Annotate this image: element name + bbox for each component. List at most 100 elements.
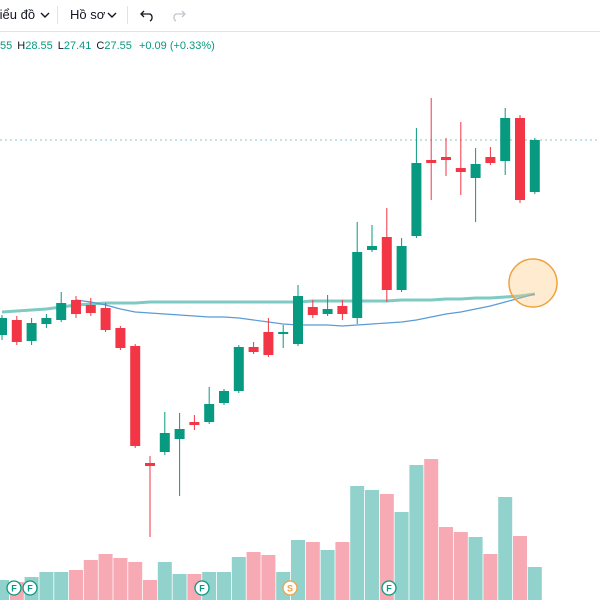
candle-body xyxy=(219,391,229,403)
candle-body xyxy=(307,307,318,315)
volume-bar xyxy=(83,560,98,600)
event-badge xyxy=(282,580,298,596)
volume-bar xyxy=(172,574,187,600)
volume-bar xyxy=(261,555,276,600)
volume-bar xyxy=(69,570,83,600)
volume-bar xyxy=(498,497,513,600)
volume-bar xyxy=(157,562,172,600)
change-value: +0.09 (+0.33%) xyxy=(138,40,215,52)
volume-bar xyxy=(527,567,542,600)
candle-body xyxy=(100,308,111,330)
volume-bar xyxy=(246,552,261,600)
event-label: F xyxy=(27,584,33,594)
ohlc-legend: 55 H28.55 L27.41 C27.55 +0.09 (+0.33%) xyxy=(0,40,215,52)
candle-body xyxy=(441,157,451,160)
event-marker: F xyxy=(22,580,38,596)
volume-bar xyxy=(439,527,453,600)
candle-body xyxy=(500,118,511,161)
event-marker: F xyxy=(381,580,397,596)
low-label: L xyxy=(57,40,64,52)
chart-menu[interactable]: Biểu đồ xyxy=(0,7,36,22)
separator xyxy=(57,6,58,24)
candle-body xyxy=(26,323,37,341)
candle-body xyxy=(352,252,363,318)
high-label: H xyxy=(17,40,26,52)
event-badge xyxy=(6,580,22,596)
candle-body xyxy=(278,332,289,334)
volume-bar xyxy=(483,554,498,600)
event-marker: S xyxy=(282,580,298,596)
redo-button[interactable] xyxy=(170,8,186,22)
event-label: F xyxy=(11,584,17,594)
volume-bar xyxy=(113,558,128,600)
candle-body xyxy=(455,168,466,172)
volume-bar xyxy=(0,580,9,600)
volume-bar xyxy=(453,532,468,600)
candle-body xyxy=(485,157,496,163)
candle-body xyxy=(293,296,303,344)
volume-bar xyxy=(424,459,439,600)
candle-body xyxy=(381,237,392,290)
volume-bar xyxy=(54,572,69,600)
candle-body xyxy=(529,140,540,192)
event-label: S xyxy=(287,584,293,594)
volume-bar xyxy=(98,554,113,600)
open-value: 55 xyxy=(0,40,13,52)
candle-body xyxy=(130,346,141,446)
event-badge xyxy=(381,580,397,596)
candle-body xyxy=(233,347,244,391)
candle-body xyxy=(396,246,407,290)
candle-body xyxy=(367,246,377,250)
volume-bar xyxy=(320,550,335,600)
chevron xyxy=(107,12,117,18)
candle-body xyxy=(41,318,52,324)
candle-body xyxy=(426,160,437,163)
volume-bar xyxy=(305,542,320,600)
volume-bar xyxy=(409,465,424,600)
volume-bar xyxy=(39,572,54,600)
event-marker: F xyxy=(6,580,22,596)
event-badge xyxy=(22,580,38,596)
volume-bar xyxy=(365,490,379,600)
highlight-circle xyxy=(508,258,558,308)
candle-body xyxy=(159,433,170,452)
ma-fast-line xyxy=(75,293,535,327)
event-badge xyxy=(194,580,210,596)
candle-body xyxy=(189,422,200,425)
profile-menu[interactable]: Hồ sơ xyxy=(70,7,106,22)
close-label: C xyxy=(96,40,105,52)
candle-body xyxy=(470,164,481,178)
low-value: 27.41 xyxy=(63,40,92,52)
volume-bar xyxy=(335,542,350,600)
volume-bar xyxy=(513,536,527,600)
event-marker: F xyxy=(194,580,210,596)
chevron xyxy=(40,12,50,18)
candle-body xyxy=(145,463,155,466)
event-label: F xyxy=(386,584,392,594)
ma-slow-line xyxy=(1,292,536,314)
volume-bar xyxy=(350,486,365,600)
separator xyxy=(127,6,128,24)
volume-bar xyxy=(217,572,231,600)
candle-body xyxy=(515,118,525,200)
candle-body xyxy=(115,328,126,348)
candle-body xyxy=(263,332,274,355)
candle-body xyxy=(322,309,333,314)
volume-bar xyxy=(468,537,483,600)
candle-body xyxy=(0,318,7,335)
candle-body xyxy=(174,429,185,439)
candle-body xyxy=(56,303,67,320)
volume-bar xyxy=(128,562,143,600)
close-value: 27.55 xyxy=(104,40,132,52)
candle-body xyxy=(11,320,22,342)
candle-body xyxy=(71,300,81,314)
candle-body xyxy=(204,404,215,422)
volume-bar xyxy=(143,580,157,600)
candle-body xyxy=(337,306,348,314)
event-label: F xyxy=(199,584,205,594)
volume-bar xyxy=(379,494,394,600)
undo-button[interactable] xyxy=(140,8,156,22)
volume-bar xyxy=(394,512,409,600)
